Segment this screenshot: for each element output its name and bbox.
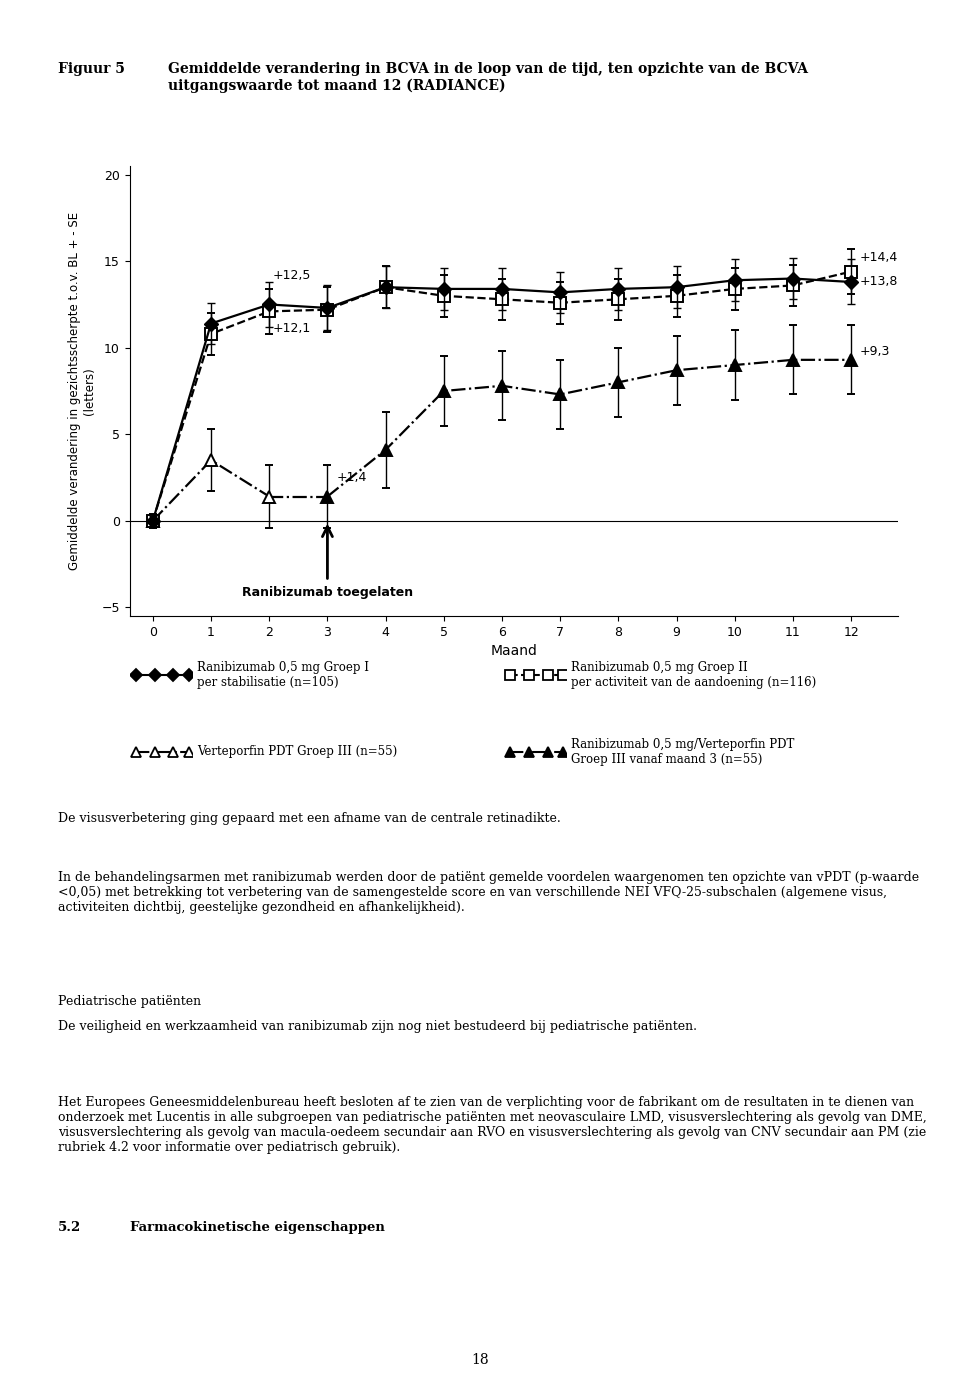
Text: 18: 18 [471,1354,489,1367]
Text: +9,3: +9,3 [860,345,890,357]
Text: Ranibizumab 0,5 mg/Verteporfin PDT
Groep III vanaf maand 3 (n=55): Ranibizumab 0,5 mg/Verteporfin PDT Groep… [571,738,795,765]
Text: In de behandelingsarmen met ranibizumab werden door de patiënt gemelde voordelen: In de behandelingsarmen met ranibizumab … [58,871,919,913]
Text: Farmacokinetische eigenschappen: Farmacokinetische eigenschappen [130,1221,384,1233]
Text: Ranibizumab toegelaten: Ranibizumab toegelaten [242,587,413,599]
Text: Het Europees Geneesmiddelenbureau heeft besloten af te zien van de verplichting : Het Europees Geneesmiddelenbureau heeft … [58,1096,926,1154]
Text: Gemiddelde verandering in BCVA in de loop van de tijd, ten opzichte van de BCVA
: Gemiddelde verandering in BCVA in de loo… [168,62,808,93]
Text: De veiligheid en werkzaamheid van ranibizumab zijn nog niet bestudeerd bij pedia: De veiligheid en werkzaamheid van ranibi… [58,1020,697,1032]
Text: 5.2: 5.2 [58,1221,81,1233]
Text: +1,4: +1,4 [336,472,367,484]
Text: Figuur 5: Figuur 5 [58,62,125,76]
Text: +12,1: +12,1 [272,322,310,335]
Text: +14,4: +14,4 [860,252,898,264]
Y-axis label: Gemiddelde verandering in gezichtsscherpte t.o.v. BL + - SE
(letters): Gemiddelde verandering in gezichtsscherp… [68,212,96,570]
Text: Verteporfin PDT Groep III (n=55): Verteporfin PDT Groep III (n=55) [197,745,397,758]
Text: De visusverbetering ging gepaard met een afname van de centrale retinadikte.: De visusverbetering ging gepaard met een… [58,812,561,825]
Text: +13,8: +13,8 [860,275,899,288]
Text: Pediatrische patiënten: Pediatrische patiënten [58,995,201,1008]
Text: +12,5: +12,5 [272,268,310,282]
Text: Ranibizumab 0,5 mg Groep I
per stabilisatie (n=105): Ranibizumab 0,5 mg Groep I per stabilisa… [197,662,369,689]
Text: Ranibizumab 0,5 mg Groep II
per activiteit van de aandoening (n=116): Ranibizumab 0,5 mg Groep II per activite… [571,662,816,689]
X-axis label: Maand: Maand [491,644,537,659]
